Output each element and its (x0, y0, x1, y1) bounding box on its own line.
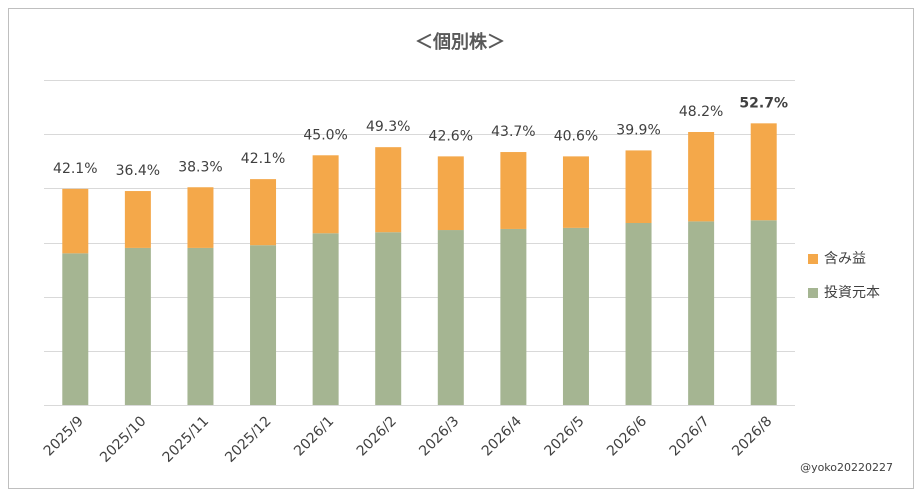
bar-segment (437, 230, 464, 405)
bar-segment (437, 156, 464, 231)
bar-label: 36.4% (116, 163, 160, 179)
bar-segment (562, 156, 589, 228)
bar-label: 39.9% (616, 122, 660, 138)
legend-swatch (808, 288, 818, 298)
bar-segment (750, 123, 777, 221)
bar-segment (187, 187, 214, 248)
legend-label: 含み益 (824, 251, 866, 267)
bar-segment (250, 245, 277, 405)
bar-segment (62, 253, 89, 405)
bar-segment (124, 191, 151, 248)
bar-label: 42.6% (429, 128, 473, 144)
chart-title: ＜個別株＞ (415, 31, 505, 53)
bar-segment (375, 232, 402, 405)
bar-label: 42.1% (53, 161, 97, 177)
bar-label: 52.7% (739, 95, 788, 111)
bar-segment (688, 221, 715, 405)
bar-segment (688, 132, 715, 222)
bar-segment (312, 155, 339, 234)
credit: @yoko20220227 (800, 461, 893, 474)
bar-segment (625, 150, 652, 223)
bar-segment (187, 247, 214, 405)
bar-label: 42.1% (241, 151, 285, 167)
bar-segment (625, 223, 652, 405)
bar-segment (312, 233, 339, 405)
legend-label: 投資元本 (824, 285, 880, 301)
bar-label: 40.6% (554, 128, 598, 144)
bar-segment (250, 179, 277, 246)
bar-segment (62, 188, 89, 254)
bar-label: 43.7% (491, 124, 535, 140)
bar-segment (750, 220, 777, 405)
bar-segment (375, 147, 402, 233)
bar-label: 45.0% (303, 127, 347, 143)
bar-segment (562, 227, 589, 405)
bar-segment (500, 152, 527, 229)
bar-segment (124, 247, 151, 405)
bar-label: 49.3% (366, 119, 410, 135)
legend-swatch (808, 254, 818, 264)
bar-label: 48.2% (679, 104, 723, 120)
bar-segment (500, 228, 527, 405)
bar-label: 38.3% (178, 159, 222, 175)
